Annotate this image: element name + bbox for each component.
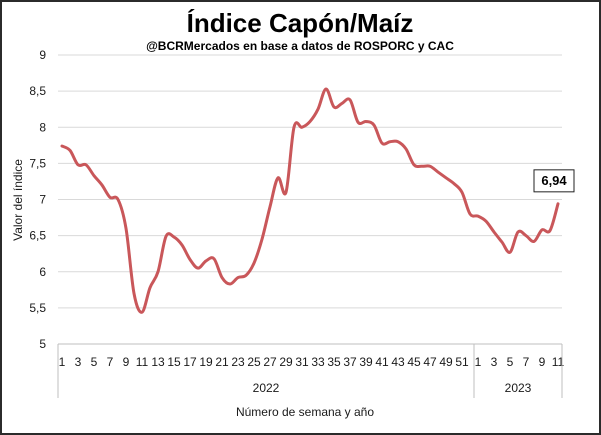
x-tick-label: 9 bbox=[123, 355, 130, 369]
x-tick-label: 3 bbox=[75, 355, 82, 369]
y-tick-label: 9 bbox=[39, 48, 46, 62]
x-tick-label: 5 bbox=[507, 355, 514, 369]
x-axis-label: Número de semana y año bbox=[236, 405, 374, 419]
y-tick-label: 8,5 bbox=[29, 84, 46, 98]
x-tick-label: 37 bbox=[343, 355, 357, 369]
x-tick-label: 45 bbox=[407, 355, 421, 369]
y-axis-label: Valor del índice bbox=[11, 159, 25, 241]
x-tick-label: 51 bbox=[455, 355, 469, 369]
x-tick-label: 27 bbox=[263, 355, 277, 369]
series-lines bbox=[60, 87, 560, 314]
x-tick-label: 1 bbox=[475, 355, 482, 369]
x-tick-label: 43 bbox=[391, 355, 405, 369]
x-tick-label: 9 bbox=[539, 355, 546, 369]
y-tick-label: 5 bbox=[39, 337, 46, 351]
y-tick-label: 5,5 bbox=[29, 301, 46, 315]
x-tick-label: 19 bbox=[199, 355, 213, 369]
y-tick-label: 6,5 bbox=[29, 229, 46, 243]
x-tick-label: 41 bbox=[375, 355, 389, 369]
y-tick-labels: 5 5,5 6 6,5 7 7,5 8 8,5 9 bbox=[29, 48, 46, 351]
y-tick-label: 6 bbox=[39, 265, 46, 279]
x-tick-label: 39 bbox=[359, 355, 373, 369]
callout-label: 6,94 bbox=[541, 173, 567, 188]
x-tick-label: 47 bbox=[423, 355, 437, 369]
x-tick-label: 49 bbox=[439, 355, 453, 369]
series-line bbox=[60, 87, 560, 314]
x-group-label: 2023 bbox=[505, 381, 532, 395]
x-group-label: 2022 bbox=[253, 381, 280, 395]
annotations: 6,94 bbox=[533, 169, 575, 193]
x-tick-label: 35 bbox=[327, 355, 341, 369]
y-tick-label: 7,5 bbox=[29, 156, 46, 170]
x-tick-label: 3 bbox=[491, 355, 498, 369]
x-tick-label: 13 bbox=[151, 355, 165, 369]
callout-box bbox=[533, 169, 575, 193]
gridlines bbox=[58, 54, 562, 345]
x-tick-label: 1 bbox=[59, 355, 66, 369]
x-tick-label: 11 bbox=[136, 355, 149, 369]
chart-subtitle: @BCRMercados en base a datos de ROSPORC … bbox=[146, 39, 454, 53]
chart-title: Índice Capón/Maíz bbox=[187, 8, 414, 38]
x-tick-label: 25 bbox=[247, 355, 261, 369]
y-tick-label: 8 bbox=[39, 120, 46, 134]
x-tick-label: 33 bbox=[311, 355, 325, 369]
x-tick-label: 17 bbox=[183, 355, 197, 369]
x-axis: 1 3 5 7 9 11 13 15 17 19 21 23 25 27 29 31 33 35 37 39 41 43 4… bbox=[57, 343, 565, 398]
x-tick-label: 15 bbox=[167, 355, 181, 369]
x-tick-label: 31 bbox=[295, 355, 309, 369]
x-tick-label: 5 bbox=[91, 355, 98, 369]
y-tick-label: 7 bbox=[39, 193, 46, 207]
x-tick-label: 7 bbox=[523, 355, 530, 369]
x-tick-label: 11 bbox=[552, 355, 565, 369]
x-tick-label: 21 bbox=[215, 355, 229, 369]
x-tick-label: 23 bbox=[231, 355, 245, 369]
x-tick-label: 29 bbox=[279, 355, 293, 369]
x-tick-label: 7 bbox=[107, 355, 114, 369]
